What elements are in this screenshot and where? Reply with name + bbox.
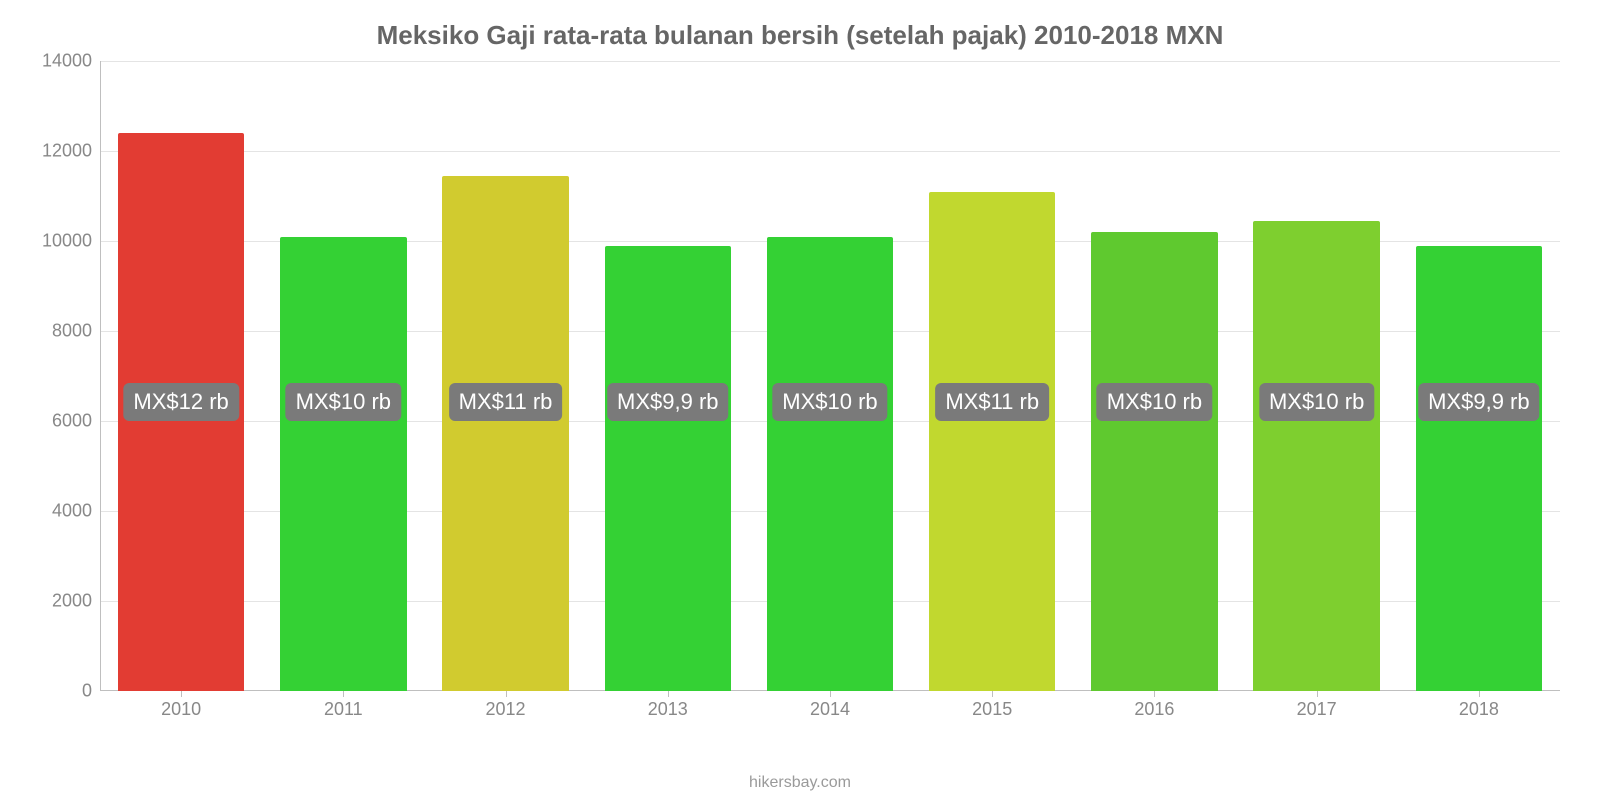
x-tick-label: 2010 bbox=[100, 691, 262, 721]
y-tick-label: 8000 bbox=[32, 321, 92, 342]
y-tick-label: 12000 bbox=[32, 141, 92, 162]
bar-slot: MX$9,9 rb bbox=[587, 61, 749, 691]
bar-value-label: MX$10 rb bbox=[1097, 383, 1212, 421]
bar-slot: MX$10 rb bbox=[1236, 61, 1398, 691]
chart-container: Meksiko Gaji rata-rata bulanan bersih (s… bbox=[0, 0, 1600, 800]
bar-slot: MX$10 rb bbox=[1073, 61, 1235, 691]
bar-slot: MX$11 rb bbox=[911, 61, 1073, 691]
bar-slot: MX$10 rb bbox=[262, 61, 424, 691]
bar bbox=[929, 192, 1056, 692]
y-tick-label: 14000 bbox=[32, 51, 92, 72]
x-tick-label: 2015 bbox=[911, 691, 1073, 721]
source-caption: hikersbay.com bbox=[0, 774, 1600, 792]
bar bbox=[442, 176, 569, 691]
y-tick-label: 0 bbox=[32, 681, 92, 702]
y-tick-label: 6000 bbox=[32, 411, 92, 432]
bar-value-label: MX$11 rb bbox=[935, 383, 1049, 421]
chart-title: Meksiko Gaji rata-rata bulanan bersih (s… bbox=[30, 20, 1570, 51]
bar-slot: MX$11 rb bbox=[424, 61, 586, 691]
bars-group: MX$12 rb MX$10 rb MX$11 rb MX$9,9 rb MX$10 r… bbox=[100, 61, 1560, 691]
bar bbox=[605, 246, 732, 692]
bar-value-label: MX$11 rb bbox=[449, 383, 563, 421]
bar bbox=[767, 237, 894, 692]
x-tick-label: 2011 bbox=[262, 691, 424, 721]
y-tick-label: 4000 bbox=[32, 501, 92, 522]
plot-area: 02000400060008000100001200014000 MX$12 r… bbox=[30, 61, 1570, 721]
x-tick-label: 2017 bbox=[1236, 691, 1398, 721]
x-tick-label: 2016 bbox=[1073, 691, 1235, 721]
x-axis: 201020112012201320142015201620172018 bbox=[100, 691, 1560, 721]
y-tick-label: 2000 bbox=[32, 591, 92, 612]
bar-slot: MX$10 rb bbox=[749, 61, 911, 691]
bar bbox=[1091, 232, 1218, 691]
y-tick-label: 10000 bbox=[32, 231, 92, 252]
bar-slot: MX$9,9 rb bbox=[1398, 61, 1560, 691]
bar-value-label: MX$10 rb bbox=[1259, 383, 1374, 421]
bar-value-label: MX$10 rb bbox=[772, 383, 887, 421]
bar bbox=[1416, 246, 1543, 692]
bar-slot: MX$12 rb bbox=[100, 61, 262, 691]
x-tick-label: 2012 bbox=[424, 691, 586, 721]
x-tick-label: 2014 bbox=[749, 691, 911, 721]
bar-value-label: MX$12 rb bbox=[123, 383, 238, 421]
bar-value-label: MX$9,9 rb bbox=[1418, 383, 1540, 421]
bar bbox=[280, 237, 407, 692]
bar-value-label: MX$10 rb bbox=[286, 383, 401, 421]
x-tick-label: 2018 bbox=[1398, 691, 1560, 721]
x-tick-label: 2013 bbox=[587, 691, 749, 721]
bar-value-label: MX$9,9 rb bbox=[607, 383, 729, 421]
bar bbox=[1253, 221, 1380, 691]
y-axis: 02000400060008000100001200014000 bbox=[30, 61, 100, 721]
